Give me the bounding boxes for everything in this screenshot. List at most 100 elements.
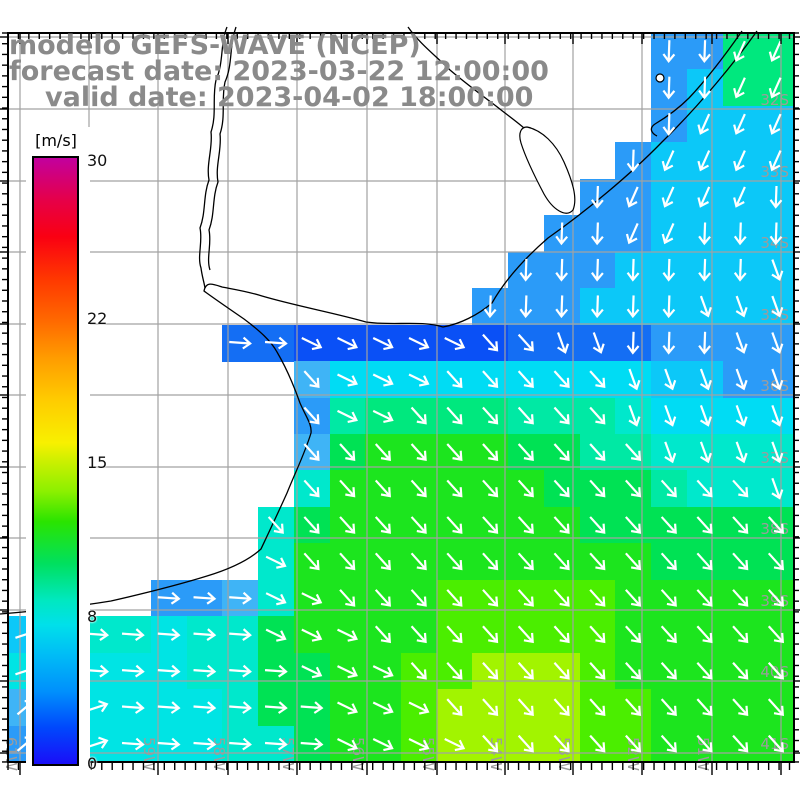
direction-arrow <box>662 76 676 100</box>
direction-arrow <box>733 150 746 172</box>
direction-arrow <box>592 332 605 354</box>
direction-arrow <box>482 479 499 498</box>
lat-label: 33S <box>760 163 789 181</box>
direction-arrow <box>374 589 391 607</box>
direction-arrow <box>696 589 713 607</box>
direction-arrow <box>300 701 324 714</box>
direction-arrow <box>553 370 570 389</box>
direction-arrow <box>446 479 463 498</box>
direction-arrow <box>732 698 749 717</box>
coastline <box>650 30 743 137</box>
direction-arrow <box>410 443 427 461</box>
colorbar-tick-label: 30 <box>87 151 108 170</box>
direction-arrow <box>767 552 784 571</box>
direction-arrow <box>589 406 606 425</box>
lon-label: 57W <box>279 737 297 771</box>
direction-arrow <box>660 625 677 644</box>
direction-arrow <box>589 552 606 571</box>
direction-arrow <box>660 661 677 680</box>
direction-arrow <box>733 40 746 62</box>
direction-arrow <box>408 336 430 351</box>
direction-arrow <box>410 661 427 680</box>
direction-arrow <box>699 368 712 391</box>
direction-arrow <box>697 150 711 172</box>
direction-arrow <box>410 552 427 571</box>
direction-arrow <box>303 552 320 571</box>
direction-arrow <box>229 737 252 751</box>
direction-arrow <box>410 625 427 644</box>
direction-arrow <box>625 589 642 607</box>
direction-arrow <box>557 332 570 354</box>
direction-arrow <box>589 443 606 461</box>
lon-label: 61W <box>2 737 20 771</box>
lat-label: 35S <box>760 306 789 324</box>
direction-arrow <box>265 628 287 642</box>
lon-label: 59W <box>140 737 158 771</box>
direction-arrow <box>696 625 713 644</box>
direction-arrow <box>732 661 749 680</box>
direction-arrow <box>519 258 533 282</box>
forecast-date-line: forecast date: 2023-03-22 12:00:00 <box>9 56 549 87</box>
direction-arrow <box>698 222 711 246</box>
direction-arrow <box>517 516 534 534</box>
direction-arrow <box>699 295 712 318</box>
direction-arrow <box>589 589 606 607</box>
direction-arrow <box>768 113 782 135</box>
direction-arrow <box>86 736 109 749</box>
direction-arrow <box>591 222 604 246</box>
lat-label: 39S <box>760 592 789 610</box>
direction-arrow <box>735 368 748 391</box>
direction-arrow <box>732 734 749 753</box>
direction-arrow <box>339 479 356 498</box>
direction-arrow <box>628 368 641 391</box>
direction-arrow <box>303 406 320 425</box>
lat-label: 32S <box>760 91 789 109</box>
direction-arrow <box>769 222 783 246</box>
coastline <box>0 30 758 615</box>
direction-arrow <box>699 441 712 464</box>
direction-arrow <box>264 664 288 678</box>
lagoon-outline <box>519 126 576 214</box>
direction-arrow <box>625 661 642 680</box>
direction-arrow <box>626 295 640 319</box>
direction-arrow <box>372 737 394 752</box>
lon-label: 55W <box>419 737 437 771</box>
direction-arrow <box>625 479 642 498</box>
direction-arrow <box>625 698 642 717</box>
direction-arrow <box>339 589 356 607</box>
direction-arrow <box>625 625 642 644</box>
direction-arrow <box>735 404 748 427</box>
direction-arrow <box>698 258 711 282</box>
direction-arrow <box>517 479 534 498</box>
direction-arrow <box>444 737 466 752</box>
direction-arrow <box>768 40 782 62</box>
direction-arrow <box>591 258 604 282</box>
direction-arrow <box>193 591 217 605</box>
colorbar-unit-label: [m/s] <box>35 131 77 150</box>
direction-arrow <box>229 701 252 714</box>
direction-arrow <box>264 701 288 714</box>
direction-arrow <box>339 443 356 461</box>
direction-arrow <box>410 406 427 425</box>
direction-arrow <box>767 661 784 680</box>
direction-arrow <box>771 332 784 354</box>
direction-arrow <box>157 628 181 642</box>
direction-arrow <box>264 336 288 350</box>
model-title: modelo GEFS-WAVE (NCEP) <box>9 30 421 61</box>
direction-arrow <box>662 258 676 282</box>
direction-arrow <box>517 370 534 389</box>
direction-arrow <box>662 295 676 319</box>
direction-arrow <box>589 698 606 717</box>
direction-arrow <box>625 443 642 461</box>
direction-arrow <box>372 373 394 387</box>
direction-arrow <box>374 625 391 644</box>
direction-arrow <box>229 628 252 642</box>
direction-arrow <box>771 259 784 281</box>
direction-arrow <box>482 516 499 534</box>
direction-arrow <box>698 331 711 355</box>
direction-arrow <box>339 552 356 571</box>
direction-arrow <box>735 332 748 354</box>
direction-arrow <box>771 441 784 464</box>
direction-arrow <box>625 734 642 753</box>
